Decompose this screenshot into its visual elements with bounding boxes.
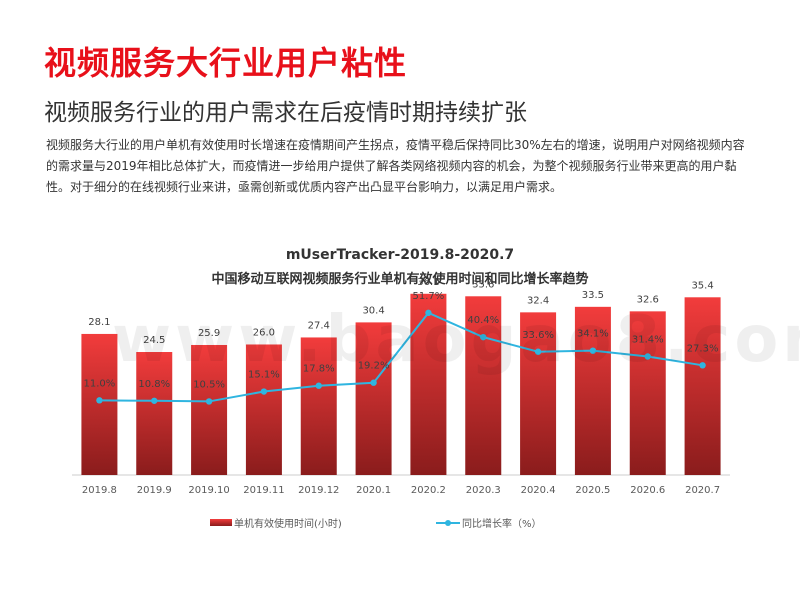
growth-point-2020.5 (589, 347, 597, 354)
growth-rate-label: 27.3% (687, 343, 719, 354)
growth-rate-label: 11.0% (84, 378, 116, 389)
x-tick-label: 2019.9 (137, 485, 172, 496)
growth-point-2020.4 (534, 348, 542, 355)
bar-2020.2 (410, 293, 447, 475)
x-tick-label: 2020.5 (575, 485, 610, 496)
x-tick-label: 2020.7 (685, 485, 720, 496)
growth-rate-label: 10.5% (193, 379, 225, 390)
bar-value-label: 24.5 (143, 335, 165, 346)
x-tick-label: 2020.1 (356, 485, 391, 496)
bar-value-label: 27.4 (308, 320, 330, 331)
bar-value-label: 35.4 (691, 280, 713, 291)
growth-rate-label: 17.8% (303, 364, 335, 375)
bar-value-label: 32.4 (527, 295, 549, 306)
growth-point-2019.8 (96, 397, 103, 404)
bar-value-label: 26.0 (253, 327, 275, 338)
x-tick-label: 2019.11 (243, 485, 284, 496)
growth-point-2019.12 (315, 382, 322, 389)
x-tick-label: 2019.8 (82, 485, 117, 496)
x-tick-label: 2020.2 (411, 485, 446, 496)
growth-rate-label: 31.4% (632, 334, 664, 345)
growth-rate-label: 10.8% (138, 379, 170, 390)
page-title: 视频服务大行业用户粘性 (44, 44, 408, 82)
growth-point-2020.3 (480, 333, 487, 341)
growth-point-2020.6 (644, 353, 651, 360)
bar-2019.8 (81, 333, 118, 475)
chart-subtitle: 中国移动互联网视频服务行业单机有效使用时间和同比增长率趋势 (211, 271, 588, 287)
legend-line-marker (445, 520, 451, 526)
growth-point-2019.11 (260, 388, 268, 395)
bar-value-label: 32.6 (637, 294, 659, 305)
bar-2020.5 (574, 306, 611, 475)
bar-2020.7 (684, 297, 721, 475)
growth-rate-label: 51.7% (413, 291, 445, 302)
bar-value-label: 30.4 (362, 305, 384, 316)
legend-line-label: 同比增长率（%） (462, 517, 542, 530)
x-tick-label: 2020.3 (466, 485, 501, 496)
growth-point-2020.1 (370, 379, 377, 386)
page-subtitle: 视频服务行业的用户需求在后疫情时期持续扩张 (44, 100, 527, 126)
bar-2020.6 (629, 311, 666, 475)
growth-rate-label: 34.1% (577, 329, 609, 340)
x-tick-label: 2019.10 (188, 485, 229, 496)
bar-value-label: 28.1 (88, 317, 110, 328)
bar-value-label: 36.1 (417, 277, 439, 288)
growth-rate-label: 33.6% (522, 330, 554, 341)
bar-value-label: 35.6 (472, 279, 494, 290)
growth-rate-label: 19.2% (358, 361, 390, 372)
bar-value-label: 33.5 (582, 290, 604, 301)
bar-2019.9 (136, 352, 173, 475)
legend-bar-swatch (210, 519, 232, 526)
growth-rate-label: 15.1% (248, 370, 280, 381)
legend-bar-label: 单机有效使用时间(小时) (234, 517, 342, 530)
growth-rate-label: 40.4% (467, 315, 499, 326)
growth-rate-line (99, 311, 703, 403)
bar-2019.10 (191, 344, 228, 475)
body-paragraph: 视频服务大行业的用户单机有效使用时长增速在疫情期间产生拐点，疫情平稳后保持同比3… (46, 138, 745, 194)
bar-2019.11 (245, 344, 282, 475)
bar-2020.4 (520, 312, 557, 475)
growth-point-2020.7 (699, 362, 706, 369)
growth-point-2019.10 (205, 398, 213, 405)
x-tick-label: 2019.12 (298, 485, 339, 496)
bar-2020.1 (355, 322, 392, 475)
bar-value-label: 25.9 (198, 328, 220, 339)
bar-2019.12 (300, 337, 337, 475)
growth-point-2020.2 (425, 309, 432, 317)
bar-2020.3 (465, 296, 502, 475)
chart-title: mUserTracker-2019.8-2020.7 (286, 247, 514, 263)
x-tick-label: 2020.4 (521, 485, 556, 496)
growth-point-2019.9 (151, 397, 158, 404)
x-tick-label: 2020.6 (630, 485, 665, 496)
